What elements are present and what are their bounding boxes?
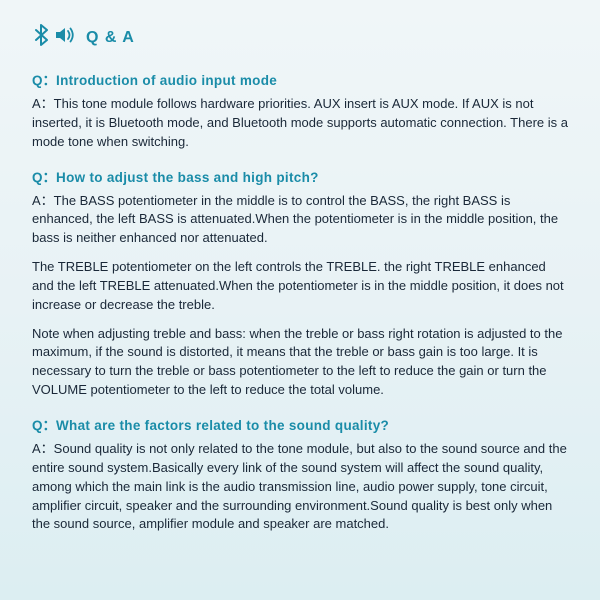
- question: Q：What are the factors related to the so…: [32, 414, 568, 434]
- question-label: Q：: [32, 73, 56, 88]
- qa-item: Q：Introduction of audio input modeA：This…: [32, 69, 568, 152]
- question-text: Introduction of audio input mode: [56, 73, 277, 88]
- header-title: Q & A: [86, 29, 135, 47]
- question-text: How to adjust the bass and high pitch?: [56, 170, 319, 185]
- qa-item: Q：What are the factors related to the so…: [32, 414, 568, 534]
- question: Q：Introduction of audio input mode: [32, 69, 568, 89]
- answer-text: This tone module follows hardware priori…: [32, 96, 568, 149]
- answer: A：This tone module follows hardware prio…: [32, 95, 568, 152]
- question: Q：How to adjust the bass and high pitch?: [32, 166, 568, 186]
- question-text: What are the factors related to the soun…: [56, 418, 389, 433]
- bluetooth-icon: [32, 24, 50, 51]
- answer-label: A：: [32, 193, 54, 208]
- answer: A：Sound quality is not only related to t…: [32, 440, 568, 534]
- question-label: Q：: [32, 170, 56, 185]
- answer: A：The BASS potentiometer in the middle i…: [32, 192, 568, 249]
- qa-list: Q：Introduction of audio input modeA：This…: [32, 69, 568, 534]
- answer-text: Sound quality is not only related to the…: [32, 441, 567, 531]
- qa-item: Q：How to adjust the bass and high pitch?…: [32, 166, 568, 400]
- header: Q & A: [32, 24, 568, 51]
- answer-label: A：: [32, 96, 54, 111]
- answer-label: A：: [32, 441, 54, 456]
- answer-paragraph: Note when adjusting treble and bass: whe…: [32, 325, 568, 400]
- question-label: Q：: [32, 418, 56, 433]
- sound-icon: [54, 25, 76, 50]
- answer-paragraph: The TREBLE potentiometer on the left con…: [32, 258, 568, 315]
- answer-text: The BASS potentiometer in the middle is …: [32, 193, 558, 246]
